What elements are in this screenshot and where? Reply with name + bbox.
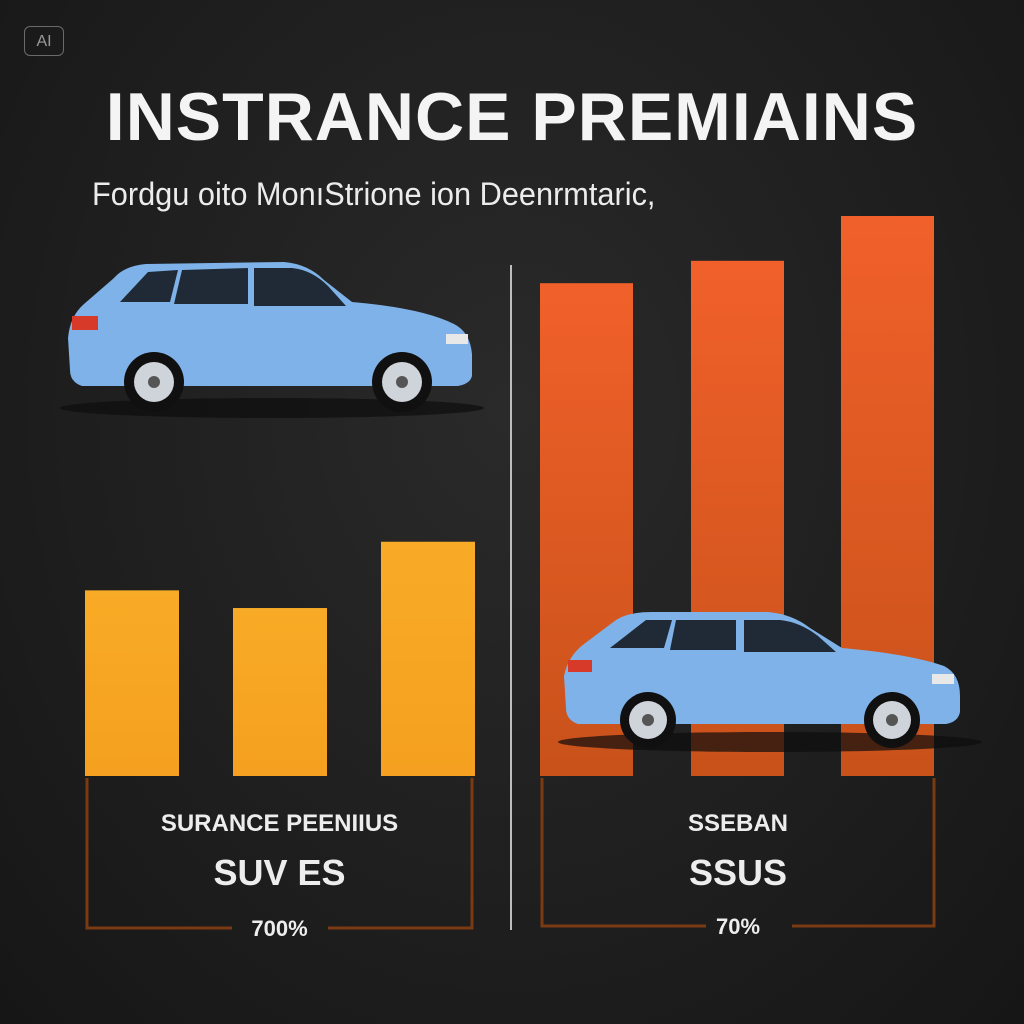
left-bar-1: [85, 590, 179, 776]
bars-left: [85, 541, 475, 776]
left-label-line2: SUV ES: [213, 852, 346, 893]
right-label-line1: SSEBAN: [687, 810, 789, 837]
left-label-line3: 700%: [251, 916, 308, 941]
chart-title: INSTRANCE PREMIAINS: [105, 79, 919, 155]
chart-subtitle: Fordgu oito MonıStrione ion Deenrmtaric,: [92, 176, 656, 212]
right-label-line3: 70%: [715, 914, 761, 939]
bracket-left: [85, 778, 474, 930]
sedan-car-icon: [558, 612, 982, 752]
right-label-line2: SSUS: [688, 852, 788, 893]
left-label-line1: SURANCE PEENIIUS: [160, 810, 399, 837]
suv-car-icon: [60, 262, 484, 418]
left-bar-2: [233, 608, 327, 776]
left-bar-3: [381, 541, 475, 776]
bracket-right: [540, 778, 936, 928]
ai-badge: AI: [24, 26, 64, 56]
